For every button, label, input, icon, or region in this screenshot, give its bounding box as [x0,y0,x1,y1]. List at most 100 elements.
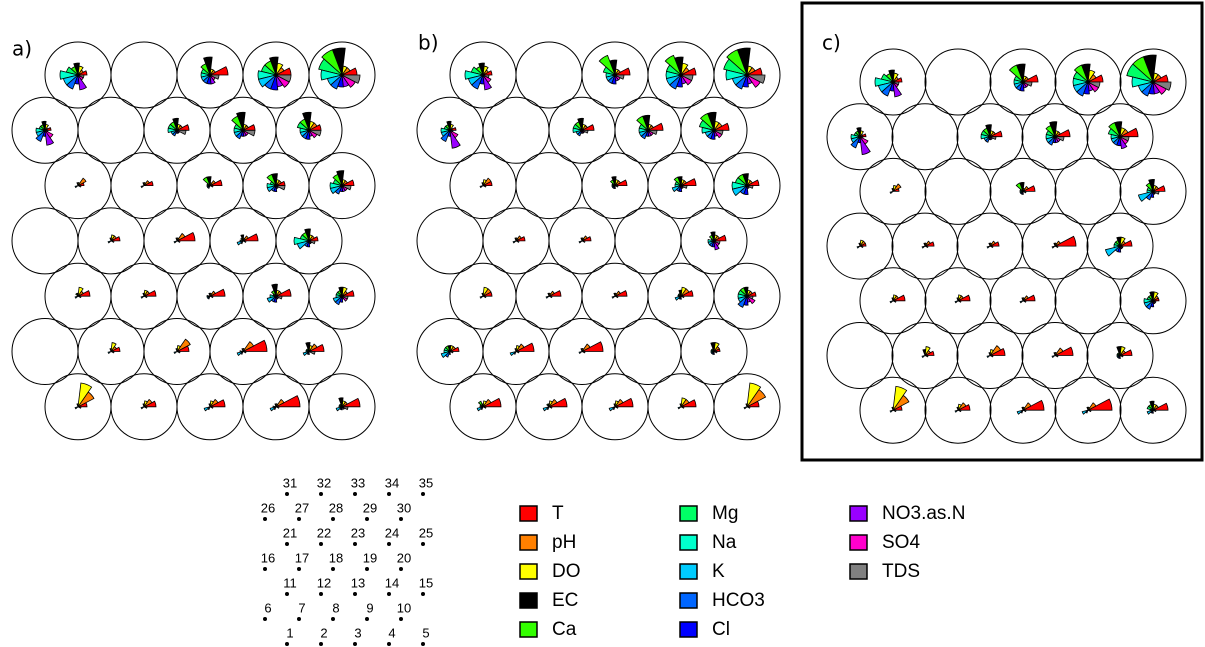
segment [515,240,520,243]
segment [207,295,211,300]
segment [449,129,459,139]
segment [59,70,79,80]
segment [175,348,178,352]
segment [710,231,716,242]
segment [954,300,959,304]
segment [471,74,484,90]
segment [143,400,148,408]
segment [176,129,187,136]
segment [746,74,766,84]
segment [207,406,211,411]
unit-circle [924,157,992,225]
unit-number: 5 [422,625,429,640]
segment [1022,300,1027,303]
segment [41,120,47,131]
legend-swatch [679,534,698,551]
legend-swatch [679,505,698,522]
segment [1152,409,1157,413]
unit-dot [331,517,335,521]
segment [77,177,87,186]
segment [725,69,748,81]
unit-circle [1021,103,1089,171]
unit-dot [331,617,335,621]
segment [581,343,591,352]
unit-dot [353,642,357,646]
unit-circle [482,96,550,164]
segment [546,403,550,408]
unit-dot [421,592,425,596]
segment [74,295,79,299]
segment [143,295,148,299]
segment [640,130,649,140]
unit-circle [956,322,1024,389]
segment [680,406,685,409]
segment [881,81,894,97]
unit-dot [319,492,323,496]
segment [891,297,894,301]
segment [336,170,345,186]
segment [924,346,931,356]
segment [341,185,352,191]
segment [546,406,550,411]
segment [176,232,186,242]
segment [444,351,451,358]
unit-dot [387,492,391,496]
unit-circle [859,376,927,444]
unit-dot [319,642,323,646]
segment [889,191,894,194]
unit-circle [275,207,343,275]
unit-circle [1119,48,1187,116]
segment [664,54,682,76]
segment [746,406,751,409]
unit-number: 8 [332,600,339,615]
segment [957,403,962,411]
segment [446,120,452,131]
segment [176,351,181,354]
panel-frame [800,1,1204,462]
unit-dot [285,642,289,646]
unit-number: 7 [298,600,305,615]
segment [1152,300,1157,303]
unit-dot [399,517,403,521]
segment [1053,352,1056,356]
segment [1137,191,1154,202]
segment [242,351,247,354]
segment [1008,64,1024,83]
unit-number: 30 [397,500,411,515]
segment [203,56,213,76]
segment [1149,400,1155,411]
segment [1087,409,1092,413]
panel-label: c) [822,31,841,55]
unit-circle [515,152,583,220]
segment [892,81,900,86]
unit-number: 20 [397,550,411,565]
segment [989,355,994,358]
segment [548,295,553,299]
unit-number: 29 [363,500,377,515]
segment [240,351,244,355]
unit-circle [308,262,376,330]
legend-label: DO [552,561,581,582]
unit-circle [989,376,1057,444]
unit-dot [263,517,267,521]
segment [235,130,244,140]
segment [891,406,894,411]
unit-number: 12 [317,575,331,590]
unit-circle [1054,376,1122,444]
segment [580,237,583,242]
segment [578,351,583,355]
unit-circle [1054,48,1122,116]
unit-circle [1054,267,1122,335]
unit-circle [1054,157,1122,225]
legend-label: Cl [712,619,730,640]
segment [209,185,214,188]
segment [698,119,715,131]
legend-swatch [679,621,698,638]
unit-circle [924,267,992,335]
segment [175,237,178,242]
legend-swatch [849,505,868,522]
unit-number: 23 [351,525,365,540]
segment [240,240,244,245]
segment [956,297,959,301]
segment [77,74,85,79]
